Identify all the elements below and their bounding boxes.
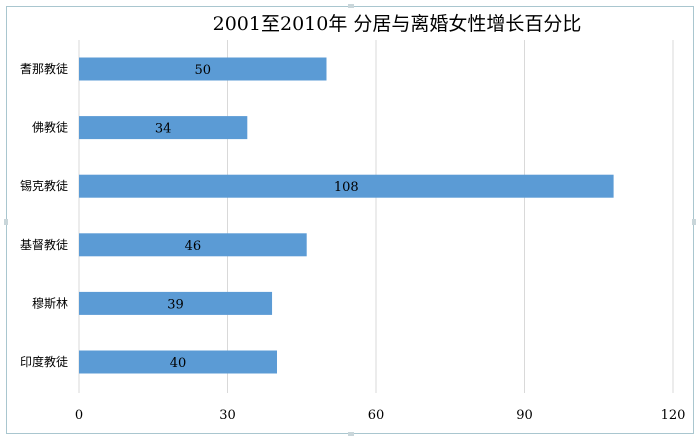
bar-5 — [79, 350, 277, 374]
x-tick-label: 60 — [368, 408, 385, 423]
category-label-4: 穆斯林 — [32, 295, 68, 310]
resize-handle-top[interactable] — [348, 4, 354, 8]
resize-handle-right[interactable] — [692, 219, 696, 225]
resize-handle-bottom[interactable] — [348, 432, 354, 436]
x-tick-label: 90 — [516, 408, 533, 423]
data-label-3: 46 — [185, 239, 202, 254]
resize-handle-left[interactable] — [4, 219, 8, 225]
category-label-5: 印度教徒 — [20, 354, 68, 369]
bar-2 — [79, 174, 614, 198]
bar-0 — [79, 57, 327, 81]
category-label-0: 耆那教徒 — [20, 61, 68, 76]
category-label-2: 锡克教徒 — [20, 178, 68, 193]
category-label-3: 基督教徒 — [20, 237, 68, 252]
x-tick-label: 0 — [75, 408, 83, 423]
data-label-4: 39 — [167, 297, 184, 312]
data-label-1: 34 — [155, 122, 172, 137]
x-tick-label: 120 — [661, 408, 686, 423]
gridlines — [78, 40, 674, 393]
chart-title: 2001至2010年 分居与离婚女性增长百分比 — [213, 13, 582, 35]
data-label-5: 40 — [170, 356, 187, 371]
bar-3 — [79, 233, 307, 257]
bars: 50 34 108 46 39 40 — [79, 57, 614, 374]
bar-4 — [79, 291, 273, 315]
category-label-1: 佛教徒 — [32, 120, 68, 135]
x-tick-labels: 0 30 60 90 120 — [75, 408, 686, 423]
data-label-2: 108 — [334, 180, 359, 195]
data-label-0: 50 — [194, 63, 211, 78]
x-tick-label: 30 — [219, 408, 236, 423]
bar-1 — [79, 116, 248, 140]
